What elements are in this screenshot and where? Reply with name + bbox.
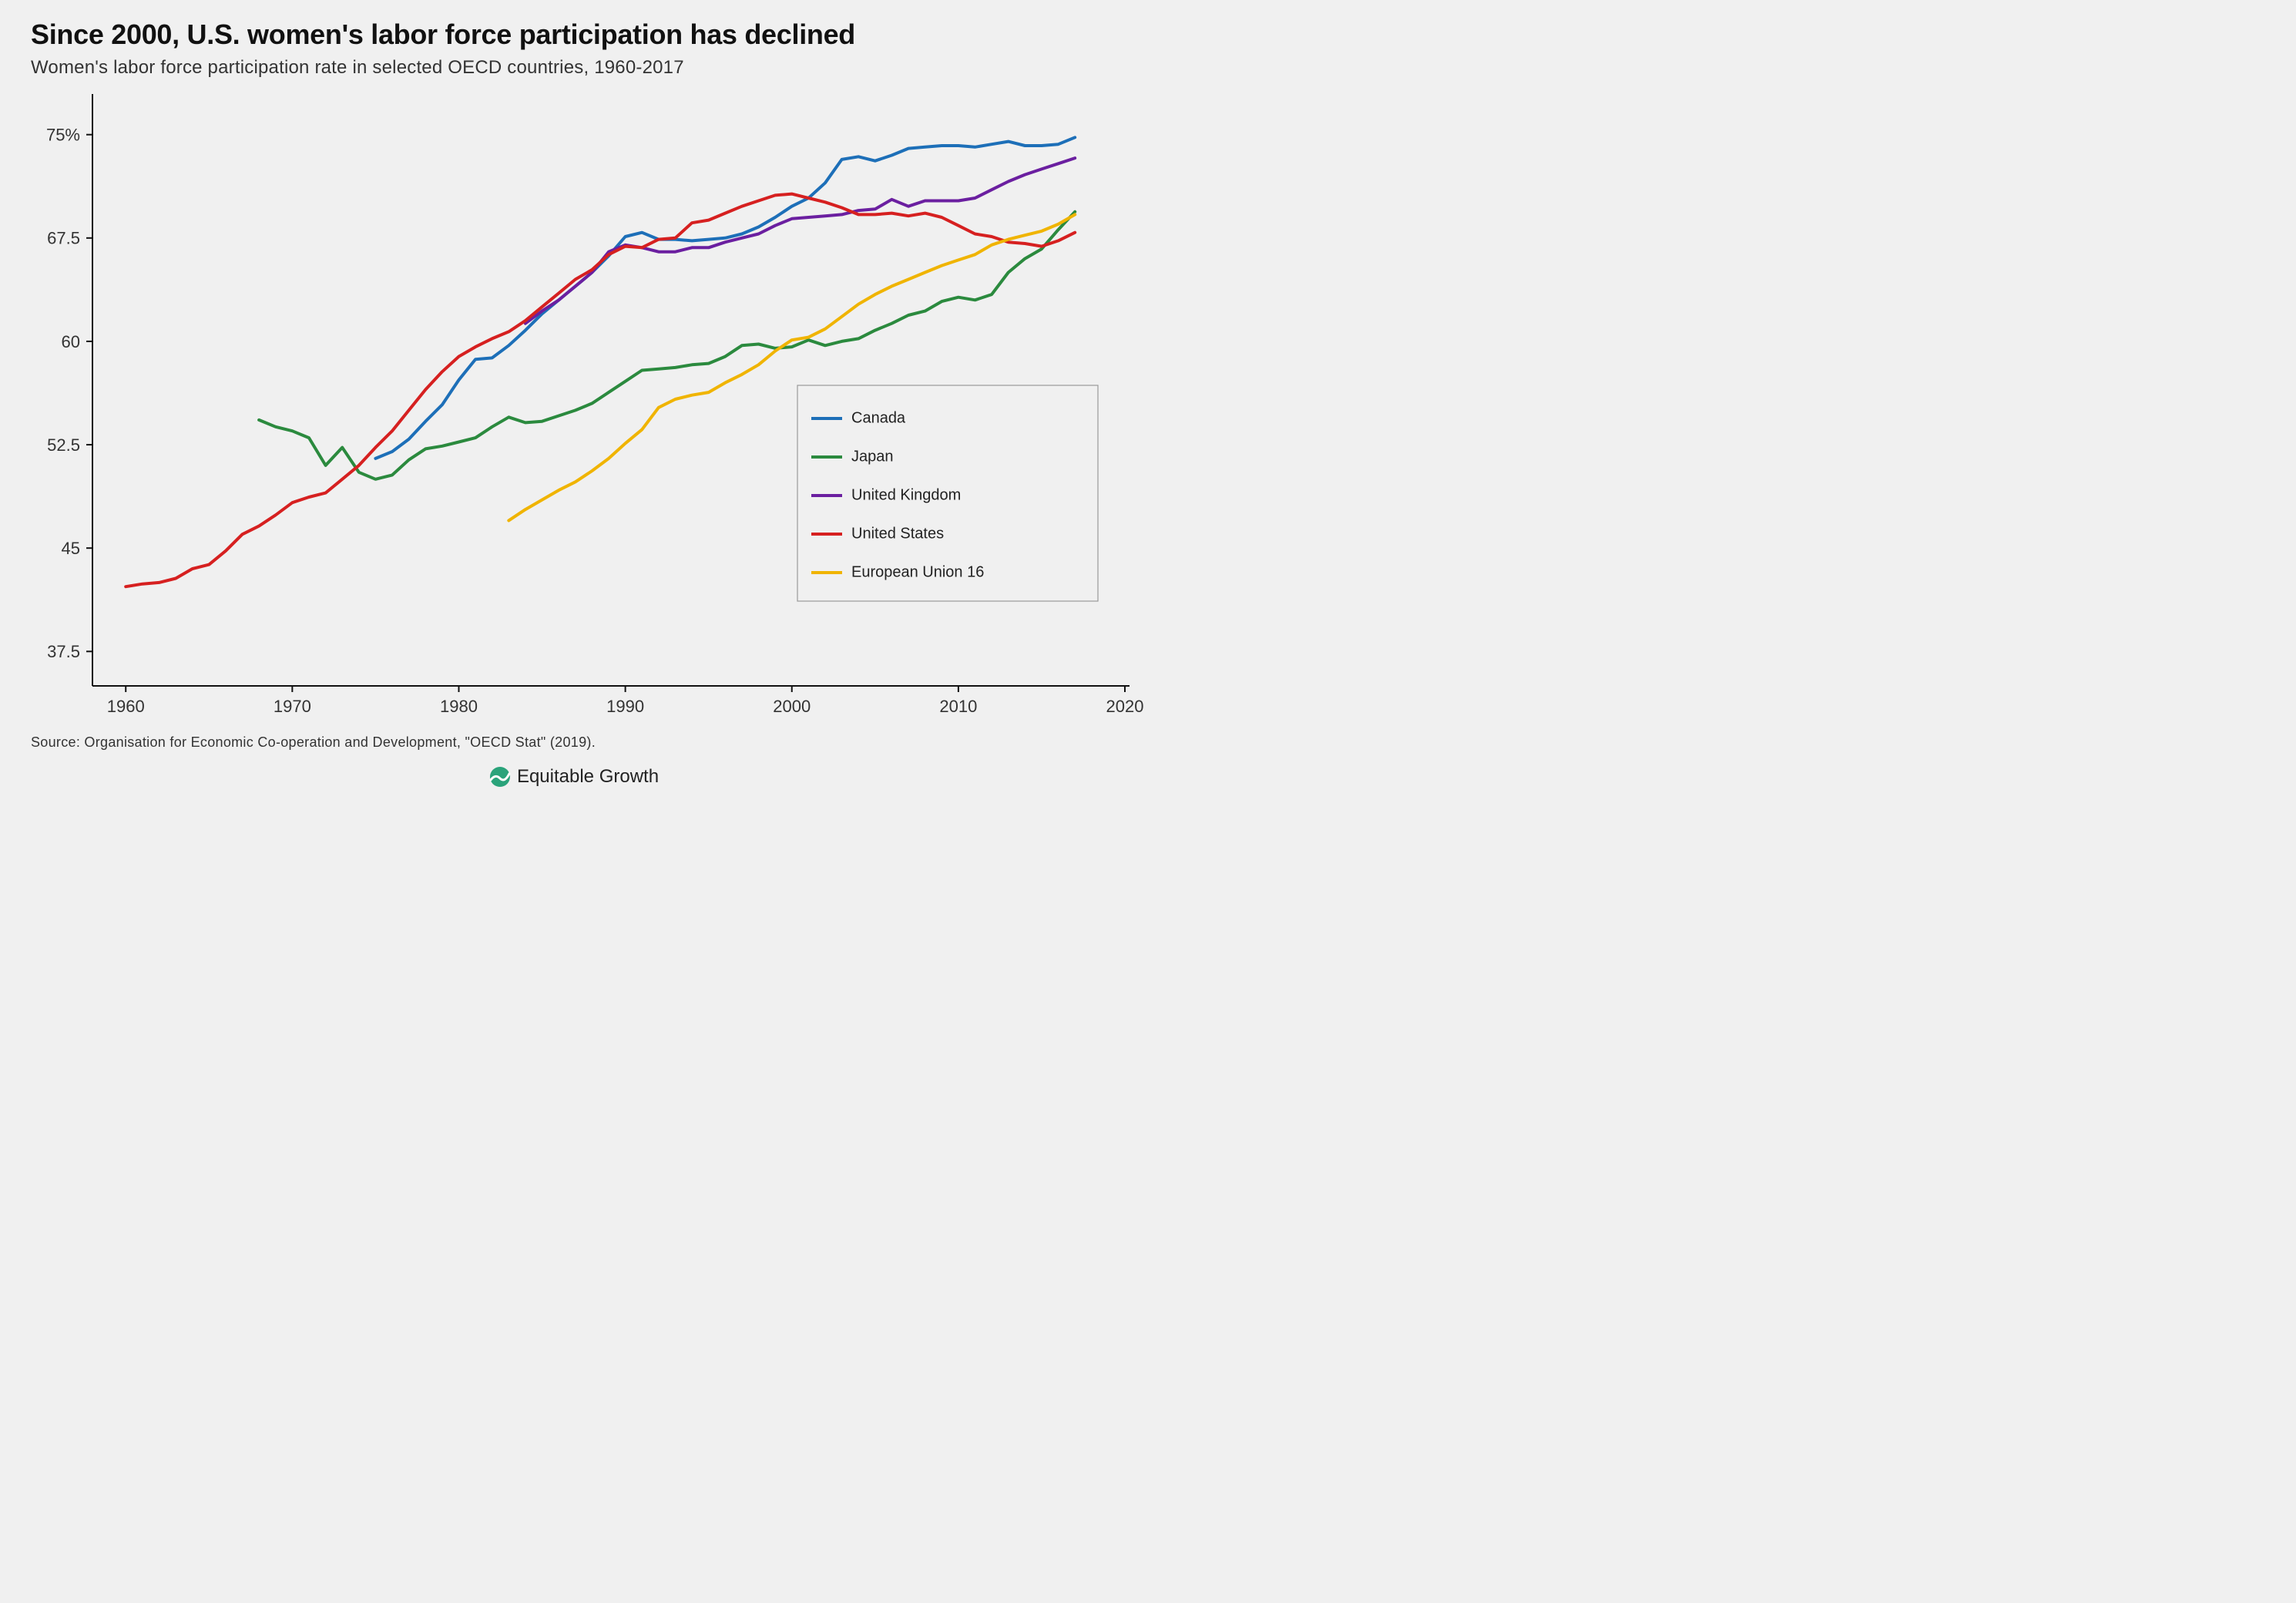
legend-label: United States — [851, 525, 944, 542]
y-tick-label: 52.5 — [47, 435, 80, 455]
source-text: Source: Organisation for Economic Co-ope… — [31, 734, 596, 751]
series-line — [525, 158, 1075, 324]
legend-label: Japan — [851, 448, 894, 465]
brand-label: Equitable Growth — [489, 766, 659, 788]
x-tick-label: 1960 — [107, 697, 145, 716]
y-tick-label: 37.5 — [47, 642, 80, 661]
legend-label: European Union 16 — [851, 563, 984, 580]
chart-container: Since 2000, U.S. women's labor force par… — [0, 0, 1148, 802]
line-chart: 37.5 45 52.5 60 67.5 75% 1960 1970 1980 1990 2000 2… — [0, 0, 1148, 724]
x-tick-label: 2010 — [939, 697, 977, 716]
legend-label: Canada — [851, 409, 906, 426]
y-tick-label: 67.5 — [47, 229, 80, 248]
y-tick-label: 45 — [62, 539, 80, 558]
legend-label: United Kingdom — [851, 486, 961, 503]
x-tick-label: 2000 — [773, 697, 811, 716]
brand-text: Equitable Growth — [517, 766, 659, 788]
x-tick-label: 1990 — [606, 697, 644, 716]
y-tick-label: 60 — [62, 332, 80, 351]
x-tick-label: 2020 — [1106, 697, 1144, 716]
x-tick-label: 1980 — [440, 697, 478, 716]
y-tick-label: 75% — [46, 126, 80, 145]
x-tick-label: 1970 — [274, 697, 311, 716]
brand-icon — [489, 766, 511, 788]
